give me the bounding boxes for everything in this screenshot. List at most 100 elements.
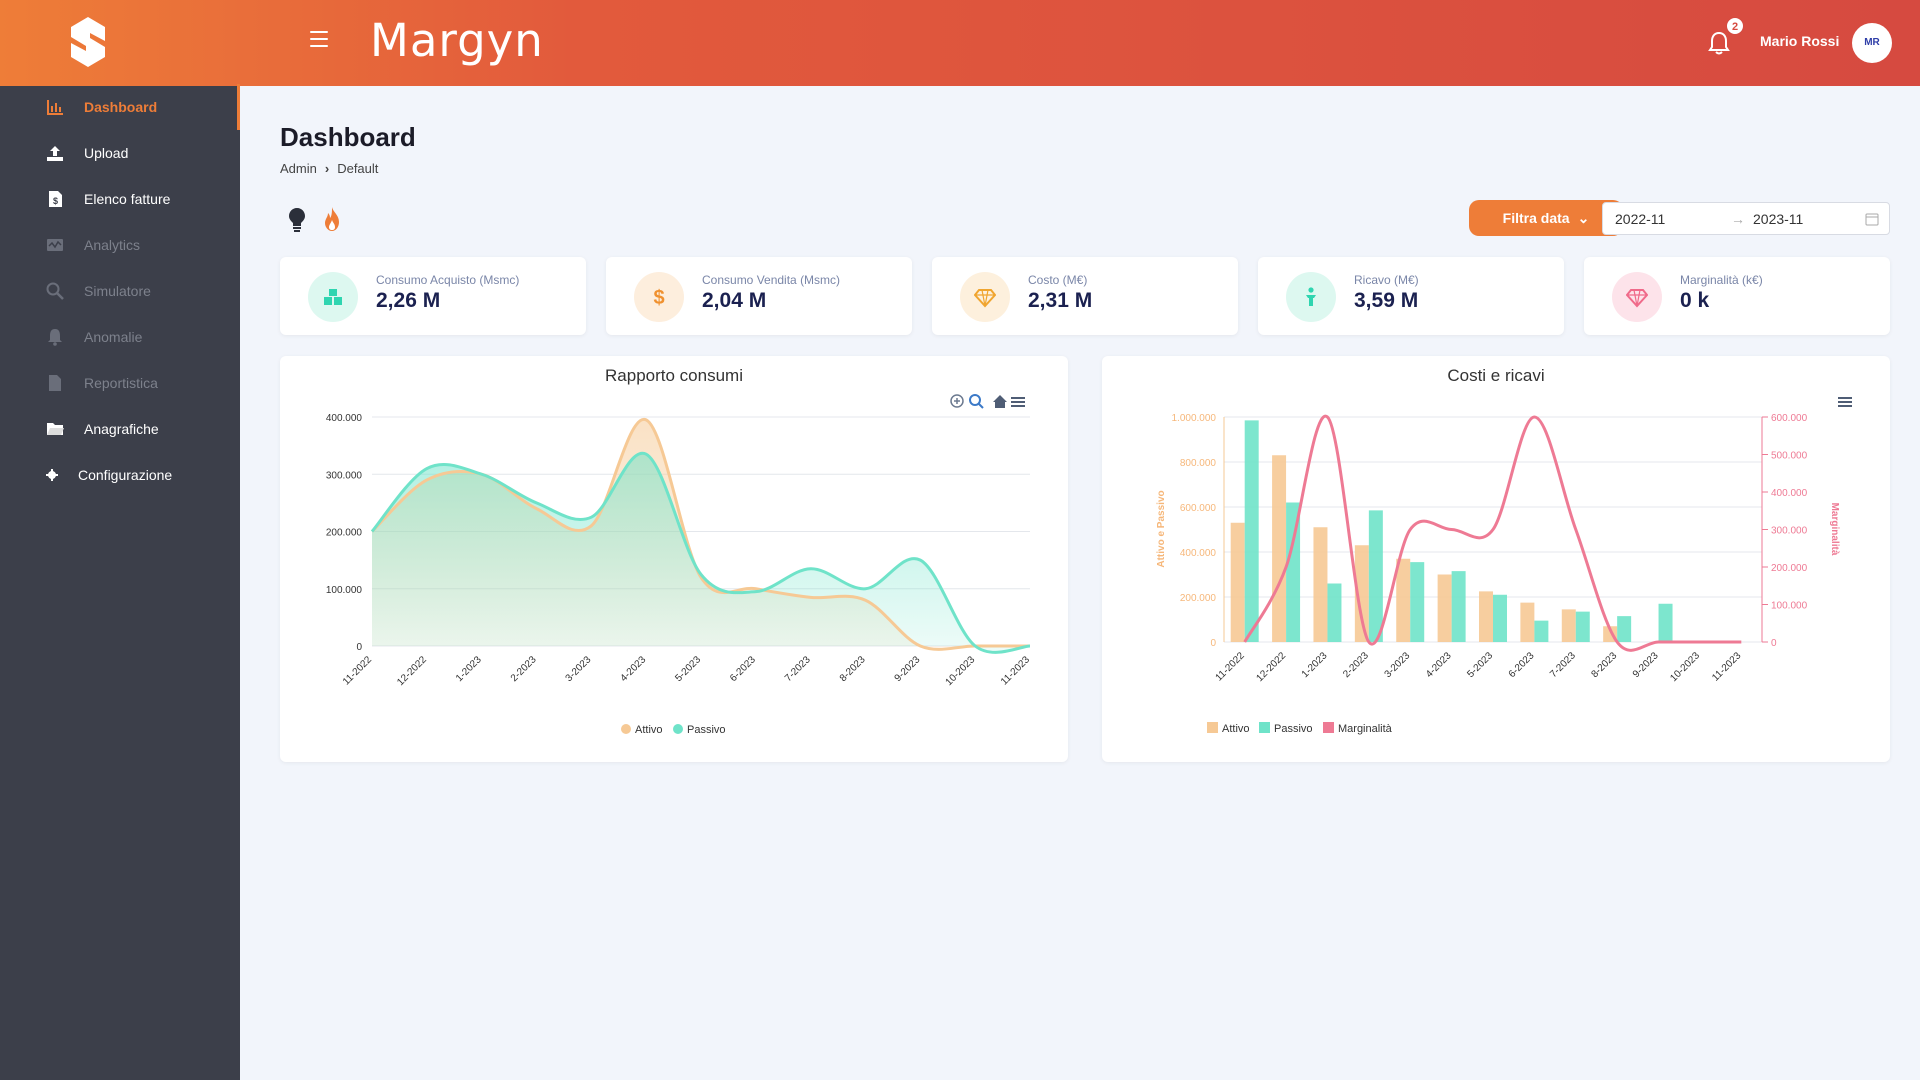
y-tick-label: 400.000 — [326, 413, 363, 424]
sidebar-item-label: Elenco fatture — [84, 191, 171, 207]
bar-attivo[interactable] — [1313, 527, 1328, 642]
x-tick-label: 9-2023 — [1631, 650, 1661, 680]
bar-attivo[interactable] — [1479, 591, 1493, 642]
sidebar-item-reportistica[interactable]: Reportistica — [0, 360, 240, 406]
bar-attivo[interactable] — [1354, 545, 1369, 642]
app-title: Margyn — [370, 14, 544, 67]
flame-icon[interactable] — [320, 206, 344, 232]
y-tick-label: 300.000 — [326, 470, 363, 481]
avatar[interactable]: MR — [1852, 23, 1892, 63]
y-left-tick-label: 0 — [1210, 638, 1216, 649]
kpi-icon-circle — [1612, 272, 1662, 322]
kpi-label: Consumo Acquisto (Msmc) — [376, 273, 520, 287]
kpi-value: 2,31 M — [1028, 289, 1093, 312]
bar-passivo[interactable] — [1410, 562, 1425, 642]
date-from-input[interactable]: 2022-11 — [1615, 210, 1666, 227]
y-left-tick-label: 800.000 — [1180, 458, 1217, 469]
breadcrumb-item-admin[interactable]: Admin — [280, 161, 317, 176]
bar-passivo[interactable] — [1658, 603, 1673, 642]
user-name[interactable]: Mario Rossi — [1760, 33, 1840, 49]
lightbulb-icon[interactable] — [285, 206, 309, 232]
legend-label[interactable]: Marginalità — [1338, 723, 1393, 735]
costi-ricavi-chart: 0200.000400.000600.000800.0001.000.00001… — [1156, 397, 1852, 735]
filter-date-label: Filtra data — [1502, 210, 1570, 226]
bar-passivo[interactable] — [1617, 616, 1632, 642]
x-tick-label: 11-2023 — [999, 654, 1033, 688]
kpi-icon-circle — [960, 272, 1010, 322]
x-tick-label: 4-2023 — [618, 654, 648, 684]
menu-toggle-icon[interactable] — [310, 31, 328, 47]
sidebar-item-label: Analytics — [84, 237, 141, 253]
x-tick-label: 6-2023 — [728, 654, 758, 684]
bar-attivo[interactable] — [1396, 558, 1411, 642]
breadcrumb-item-default: Default — [337, 161, 379, 176]
bar-attivo[interactable] — [1230, 522, 1245, 642]
series-line-marginalita[interactable] — [1243, 414, 1742, 652]
legend-label[interactable]: Attivo — [1222, 723, 1250, 735]
zoom-in-icon[interactable] — [950, 394, 964, 408]
legend-marker[interactable] — [1207, 722, 1218, 733]
legend-label[interactable]: Attivo — [635, 724, 663, 736]
bar-attivo[interactable] — [1561, 609, 1576, 642]
date-to-input[interactable]: 2023-11 — [1753, 210, 1804, 227]
sidebar-item-dashboard[interactable]: Dashboard — [0, 84, 240, 130]
x-tick-label: 11-2023 — [1710, 650, 1744, 684]
home-icon[interactable] — [993, 395, 1007, 408]
legend-marker[interactable] — [1259, 722, 1270, 733]
series-line-passivo[interactable] — [370, 451, 1031, 654]
legend-marker[interactable] — [1323, 722, 1334, 733]
legend-marker[interactable] — [673, 724, 683, 734]
y-right-axis-label: Marginalità — [1829, 503, 1840, 556]
sidebar-item-analytics[interactable]: Analytics — [0, 222, 240, 268]
sidebar-item-label: Reportistica — [84, 375, 158, 391]
legend-marker[interactable] — [621, 724, 631, 734]
bar-attivo[interactable] — [1272, 455, 1287, 642]
x-tick-label: 10-2023 — [944, 654, 978, 688]
magnifier-icon[interactable] — [969, 394, 984, 409]
bar-chart-icon — [47, 100, 63, 115]
y-right-tick-label: 600.000 — [1771, 413, 1808, 424]
sidebar-item-configurazione[interactable]: Configurazione — [0, 452, 240, 498]
x-tick-label: 3-2023 — [1383, 650, 1413, 680]
menu-icon[interactable] — [1011, 397, 1025, 407]
bar-passivo[interactable] — [1286, 502, 1301, 643]
sidebar-item-simulatore[interactable]: Simulatore — [0, 268, 240, 314]
kpi-value: 2,04 M — [702, 289, 767, 312]
legend-label[interactable]: Passivo — [687, 724, 726, 736]
x-tick-label: 1-2023 — [454, 654, 484, 684]
bar-passivo[interactable] — [1493, 594, 1507, 642]
kpi-value: 3,59 M — [1354, 289, 1419, 312]
notification-bell-icon[interactable] — [1707, 30, 1731, 56]
bar-attivo[interactable] — [1520, 602, 1535, 642]
margyn-logo-icon[interactable] — [70, 16, 106, 68]
bar-passivo[interactable] — [1575, 611, 1590, 642]
sidebar-item-anomalie[interactable]: Anomalie — [0, 314, 240, 360]
legend-label[interactable]: Passivo — [1274, 723, 1313, 735]
y-left-axis-label: Attivo e Passivo — [1156, 490, 1167, 567]
bar-passivo[interactable] — [1244, 420, 1259, 642]
date-range-picker[interactable]: 2022-11 → 2023-11 — [1602, 202, 1890, 235]
x-tick-label: 3-2023 — [564, 654, 594, 684]
calendar-icon[interactable] — [1865, 212, 1879, 226]
boxes-icon — [324, 289, 342, 305]
chart-panel-costi-ricavi: Costi e ricavi 0 200.000 400.000 600.000 800… — [1102, 356, 1890, 762]
bar-attivo[interactable] — [1437, 574, 1452, 643]
bar-passivo[interactable] — [1327, 583, 1342, 643]
sidebar-item-label: Anagrafiche — [84, 421, 159, 437]
bar-passivo[interactable] — [1534, 620, 1549, 642]
x-tick-label: 11-2022 — [1214, 650, 1248, 684]
bar-passivo[interactable] — [1451, 571, 1466, 642]
sidebar: Dashboard Upload $ Elenco fatture Analyt… — [0, 84, 240, 1080]
sidebar-item-upload[interactable]: Upload — [0, 130, 240, 176]
x-tick-label: 8-2023 — [838, 654, 868, 684]
sidebar-item-anagrafiche[interactable]: Anagrafiche — [0, 406, 240, 452]
sidebar-item-elenco-fatture[interactable]: $ Elenco fatture — [0, 176, 240, 222]
menu-icon[interactable] — [1838, 397, 1852, 407]
chart-title: Rapporto consumi — [605, 366, 743, 385]
bar-passivo[interactable] — [1368, 510, 1383, 642]
x-tick-label: 12-2022 — [395, 654, 429, 688]
x-tick-label: 4-2023 — [1424, 650, 1454, 680]
kpi-label: Consumo Vendita (Msmc) — [702, 273, 841, 287]
search-icon — [46, 282, 64, 300]
filter-date-button[interactable]: Filtra data ⌄ — [1469, 200, 1623, 236]
